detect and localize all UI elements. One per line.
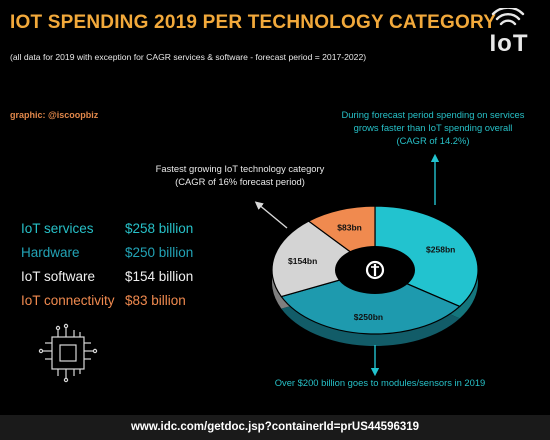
page-subtitle: (all data for 2019 with exception for CA… [10, 52, 367, 62]
legend-row-hardware: Hardware $250 billion [21, 240, 193, 264]
slice-label: $154bn [288, 256, 317, 266]
source-url: www.idc.com/getdoc.jsp?containerId=prUS4… [0, 415, 550, 440]
chart-legend: IoT services $258 billion Hardware $250 … [21, 216, 193, 312]
graphic-credit: graphic: @iscoopbiz [10, 110, 99, 120]
annotation-fastest-growing: Fastest growing IoT technology category … [155, 163, 325, 187]
iot-wifi-logo-icon [491, 8, 525, 26]
legend-value: $154 billion [125, 268, 194, 284]
legend-row-iot-services: IoT services $258 billion [21, 216, 193, 240]
arrow-fastest [254, 201, 288, 229]
legend-value: $258 billion [125, 220, 194, 236]
annotation-modules: Over $200 billion goes to modules/sensor… [274, 377, 486, 388]
logo-text: IoT [489, 30, 529, 57]
page-title: IOT SPENDING 2019 PER TECHNOLOGY CATEGOR… [10, 12, 497, 33]
legend-value: $83 billion [125, 292, 186, 308]
legend-row-iot-software: IoT software $154 billion [21, 264, 193, 288]
legend-label: IoT connectivity [21, 292, 115, 308]
donut-chart: $258bn $250bn $154bn $83bn [38, 153, 479, 383]
annotation-services: During forecast period spending on servi… [341, 109, 525, 146]
legend-label: IoT services [21, 220, 94, 236]
donut-slice-iot-services [374, 205, 479, 308]
legend-row-iot-connectivity: IoT connectivity $83 billion [21, 288, 193, 312]
legend-value: $250 billion [125, 244, 194, 260]
slice-label: $83bn [337, 223, 362, 233]
slice-label: $250bn [354, 312, 383, 322]
donut-slice-iot-software [271, 220, 377, 298]
legend-label: Hardware [21, 244, 80, 260]
slice-label: $258bn [426, 245, 455, 255]
iot-center-icon [365, 260, 385, 280]
legend-label: IoT software [21, 268, 96, 284]
donut-slice-hardware [280, 269, 461, 335]
circuit-chip-icon [38, 323, 98, 383]
